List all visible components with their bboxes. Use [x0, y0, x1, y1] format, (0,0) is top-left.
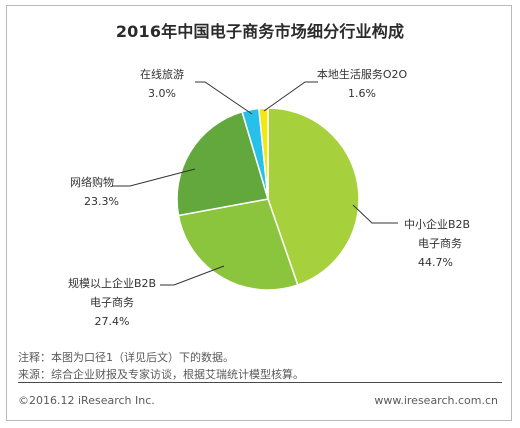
- leader-line: [195, 81, 253, 115]
- chart-title: 2016年中国电子商务市场细分行业构成: [115, 22, 405, 41]
- slice-label: 本地生活服务O2O 1.6%: [317, 67, 408, 100]
- chart-note: 注释：本图为口径1（详见后文）下的数据。: [18, 351, 234, 364]
- leader-line: [263, 81, 318, 112]
- slice-label: 在线旅游 3.0%: [140, 67, 184, 100]
- leader-line: [160, 265, 225, 286]
- chart-source: 来源：综合企业财报及专家访谈，根据艾瑞统计模型核算。: [18, 368, 304, 381]
- slice-label: 网络购物 23.3%: [70, 175, 119, 208]
- pie-slice: [177, 198, 299, 291]
- leader-line: [352, 204, 398, 224]
- slice-label: 中小企业B2B 电子商务 44.7%: [404, 217, 470, 269]
- pie-slice: [176, 110, 269, 217]
- slice-label: 规模以上企业B2B 电子商务 27.4%: [68, 276, 156, 328]
- footer-divider: [18, 382, 502, 383]
- leader-line: [112, 168, 196, 187]
- footer-website: www.iresearch.com.cn: [374, 394, 498, 407]
- footer-copyright: ©2016.12 iResearch Inc.: [18, 394, 155, 407]
- pie-slice: [267, 107, 360, 286]
